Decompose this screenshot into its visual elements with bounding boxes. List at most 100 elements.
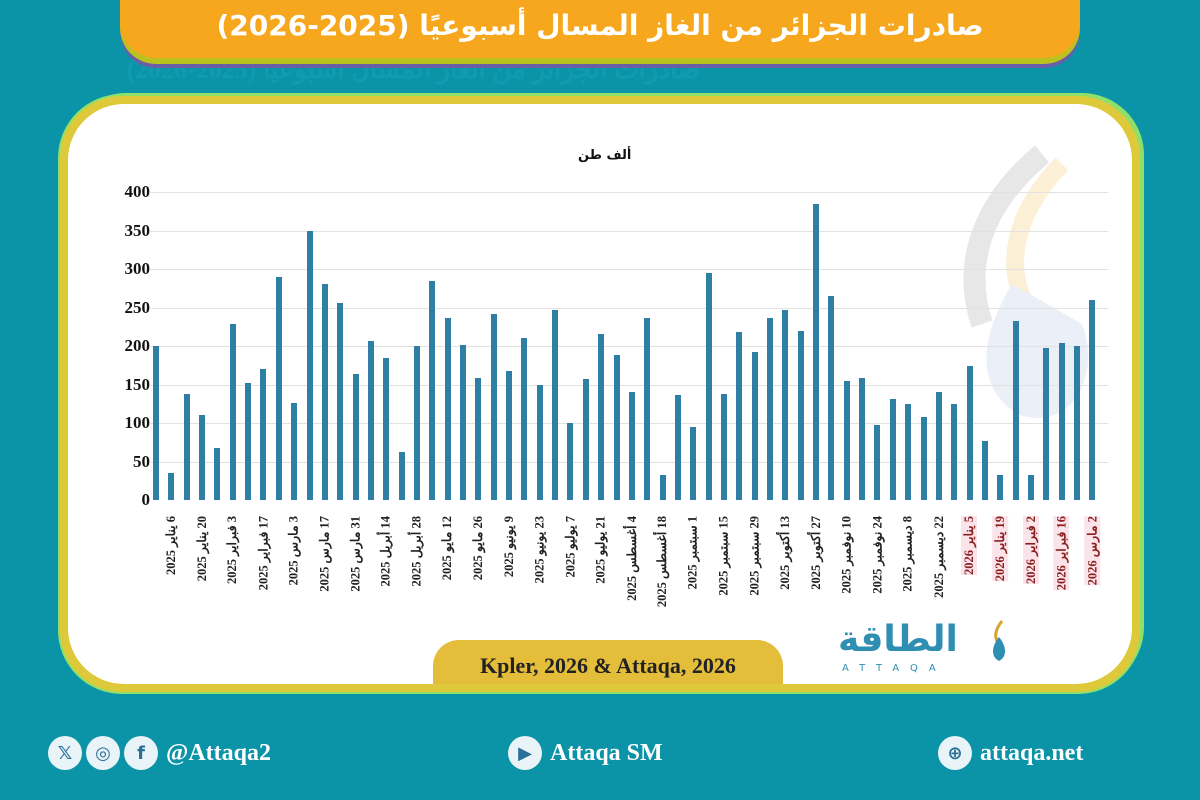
bar xyxy=(475,378,482,500)
bar xyxy=(720,393,727,500)
y-tick-label: 100 xyxy=(124,413,151,432)
bar xyxy=(321,283,328,500)
x-tick-label: 15 سبتمبر 2025 xyxy=(716,516,731,596)
bar xyxy=(521,338,528,500)
bar xyxy=(859,378,866,500)
bar xyxy=(536,384,543,500)
x-tick-label: 18 أغسطس 2025 xyxy=(655,516,670,608)
website-url: attaqa.net xyxy=(980,739,1084,766)
bar xyxy=(889,399,896,500)
y-tick-label: 50 xyxy=(133,451,150,471)
bar xyxy=(767,317,773,500)
bar xyxy=(935,392,942,500)
y-tick-label: 350 xyxy=(124,220,151,240)
gridline xyxy=(150,192,1108,193)
x-tick-label: 14 أبريل 2025 xyxy=(378,516,393,587)
bar xyxy=(997,474,1004,500)
bar xyxy=(705,272,712,500)
instagram-icon[interactable]: ◎ xyxy=(86,736,120,770)
bar-chart-plot: 0 50 100 150 200 250 300 350 400 6 يناير 2025 20 ي… xyxy=(68,104,1132,684)
bar xyxy=(337,302,344,500)
drop-icon xyxy=(993,620,1005,661)
bar xyxy=(413,346,420,500)
bar xyxy=(843,380,850,500)
x-tick-label: 16 فبراير 2026 xyxy=(1053,516,1070,591)
x-tick-label: 27 أكتوبر 2025 xyxy=(808,516,823,590)
y-tick-label: 300 xyxy=(124,259,151,278)
chart-card: ألف طن 0 50 100 150 200 250 300 350 400 6 يناير 2… xyxy=(60,96,1140,692)
bar xyxy=(736,332,743,500)
x-tick-label: 6 يناير 2025 xyxy=(164,516,178,575)
bar xyxy=(690,426,697,500)
youtube-link[interactable]: ▶ Attaqa SM xyxy=(508,736,663,770)
bar xyxy=(813,203,820,500)
gridline xyxy=(150,307,1108,309)
bar xyxy=(874,424,881,500)
bar xyxy=(613,355,620,500)
page-title: صادرات الجزائر من الغاز المسال أسبوعيًا … xyxy=(216,9,984,42)
y-tick-label: 0 xyxy=(141,490,151,509)
y-axis-unit-label: ألف طن xyxy=(578,148,632,163)
bar xyxy=(905,403,912,500)
bar xyxy=(674,395,681,500)
footer: 𝕏 ◎ f @Attaqa2 ▶ Attaqa SM ⊕ attaqa.net xyxy=(0,730,1200,780)
bar xyxy=(828,295,835,500)
x-tick-label: 2 فبراير 2026 xyxy=(1022,516,1039,584)
bar xyxy=(214,448,221,500)
x-tick-label: 3 مارس 2025 xyxy=(286,516,301,586)
x-tick-label: 22 ديسمبر 2025 xyxy=(931,516,946,598)
gridline xyxy=(150,346,1108,347)
bar xyxy=(275,276,282,500)
bar xyxy=(1043,348,1050,500)
bar xyxy=(1089,299,1096,500)
youtube-icon: ▶ xyxy=(508,736,542,770)
attaqa-logo: الطاقة ATTAQA xyxy=(838,619,1018,679)
x-tick-label: 17 فبراير 2025 xyxy=(256,516,271,591)
youtube-channel: Attaqa SM xyxy=(550,739,663,766)
y-tick-label: 150 xyxy=(124,374,151,394)
bar xyxy=(920,416,927,500)
bar xyxy=(598,334,605,500)
bar xyxy=(951,403,958,500)
x-tick-label: 10 نوفمبر 2025 xyxy=(839,516,854,594)
bar xyxy=(306,230,313,500)
logo-english-text: ATTAQA xyxy=(842,663,947,674)
bar xyxy=(352,373,359,500)
bar xyxy=(153,346,159,500)
y-tick-label: 250 xyxy=(124,297,151,317)
bar xyxy=(567,423,574,500)
bar xyxy=(797,330,804,500)
bar xyxy=(1058,342,1065,500)
bar xyxy=(398,452,405,500)
x-tick-label: 28 أبريل 2025 xyxy=(409,516,424,587)
bar xyxy=(582,379,589,500)
bar xyxy=(506,371,513,500)
website-link[interactable]: ⊕ attaqa.net xyxy=(938,736,1083,770)
bar xyxy=(782,309,789,500)
gridline xyxy=(150,230,1108,232)
x-icon[interactable]: 𝕏 xyxy=(48,736,82,770)
chart-area: ألف طن 0 50 100 150 200 250 300 350 400 6 يناير 2… xyxy=(68,104,1132,684)
x-tick-label: 8 ديسمبر 2025 xyxy=(900,516,915,592)
bar xyxy=(183,393,190,500)
x-tick-label: 3 فبراير 2025 xyxy=(225,516,240,584)
bar xyxy=(444,318,451,500)
social-links: 𝕏 ◎ f @Attaqa2 xyxy=(48,736,271,770)
bar xyxy=(1074,346,1080,500)
bar xyxy=(168,473,175,500)
bar xyxy=(260,369,267,500)
source-text: Kpler, 2026 & Attaqa, 2026 xyxy=(480,653,736,678)
social-handle[interactable]: @Attaqa2 xyxy=(166,739,271,766)
bar xyxy=(367,341,374,500)
bar xyxy=(966,366,973,500)
x-tick-label: 20 يناير 2025 xyxy=(194,516,209,582)
x-tick-label: 31 مارس 2025 xyxy=(348,516,363,592)
gridline xyxy=(150,384,1108,386)
y-tick-label: 400 xyxy=(124,182,151,201)
x-tick-label: 9 يونيو 2025 xyxy=(501,516,516,578)
y-tick-label: 200 xyxy=(124,336,151,355)
x-tick-label: 5 يناير 2026 xyxy=(961,516,978,575)
x-tick-label: 29 سبتمبر 2025 xyxy=(747,516,762,596)
facebook-icon[interactable]: f xyxy=(124,736,158,770)
bar xyxy=(644,317,651,500)
